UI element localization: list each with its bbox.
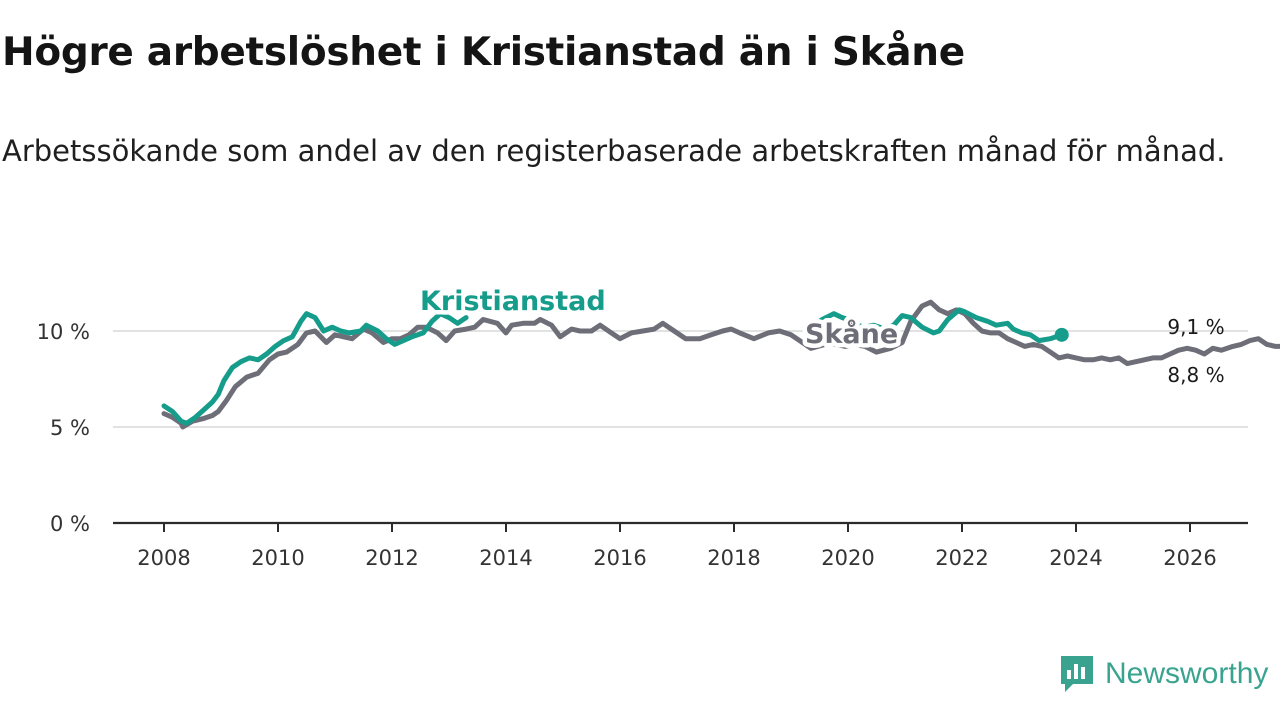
series-label-skane-halo: Skåne [805,318,898,350]
x-tick-label: 2020 [821,546,874,570]
series-lines [161,299,1280,430]
x-tick-label: 2026 [1163,546,1216,570]
x-axis-ticks: 2008 2010 2012 2014 2016 2018 2020 2022 2024 2026 [137,523,1217,570]
y-tick-label: 5 % [50,416,90,440]
series-line-kristianstad [811,307,1065,344]
y-tick-label: 10 % [37,320,90,344]
x-tick-label: 2016 [593,546,646,570]
x-tick-label: 2014 [479,546,532,570]
end-point-kristianstad [1054,327,1069,342]
series-label-skane: Skåne [805,318,898,350]
x-tick-label: 2024 [1049,546,1102,570]
newsworthy-logo-icon [1061,656,1093,692]
end-label-kristianstad: 9,1 % [1167,315,1224,339]
series-label-kristianstad-halo: Kristianstad [420,286,606,317]
x-tick-label: 2018 [707,546,760,570]
brand-name: Newsworthy [1105,657,1269,690]
x-tick-label: 2008 [137,546,190,570]
x-tick-label: 2022 [935,546,988,570]
series-label-kristianstad: Kristianstad [420,286,606,317]
chart-subtitle: Arbetssökande som andel av den registerb… [2,134,1226,168]
chart-title: Högre arbetslöshet i Kristianstad än i S… [2,30,965,75]
x-tick-label: 2010 [251,546,304,570]
x-tick-label: 2012 [365,546,418,570]
newsworthy-logo: Newsworthy [1059,654,1268,694]
series-line-kristianstad [161,311,469,426]
y-tick-label: 0 % [50,512,90,536]
y-axis-ticks: 0 % 5 % 10 % [37,320,90,536]
series-line-skane [161,299,1280,430]
end-label-skane: 8,8 % [1167,363,1224,387]
